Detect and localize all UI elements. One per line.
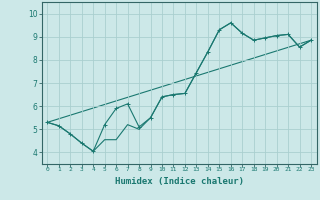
X-axis label: Humidex (Indice chaleur): Humidex (Indice chaleur) [115,177,244,186]
